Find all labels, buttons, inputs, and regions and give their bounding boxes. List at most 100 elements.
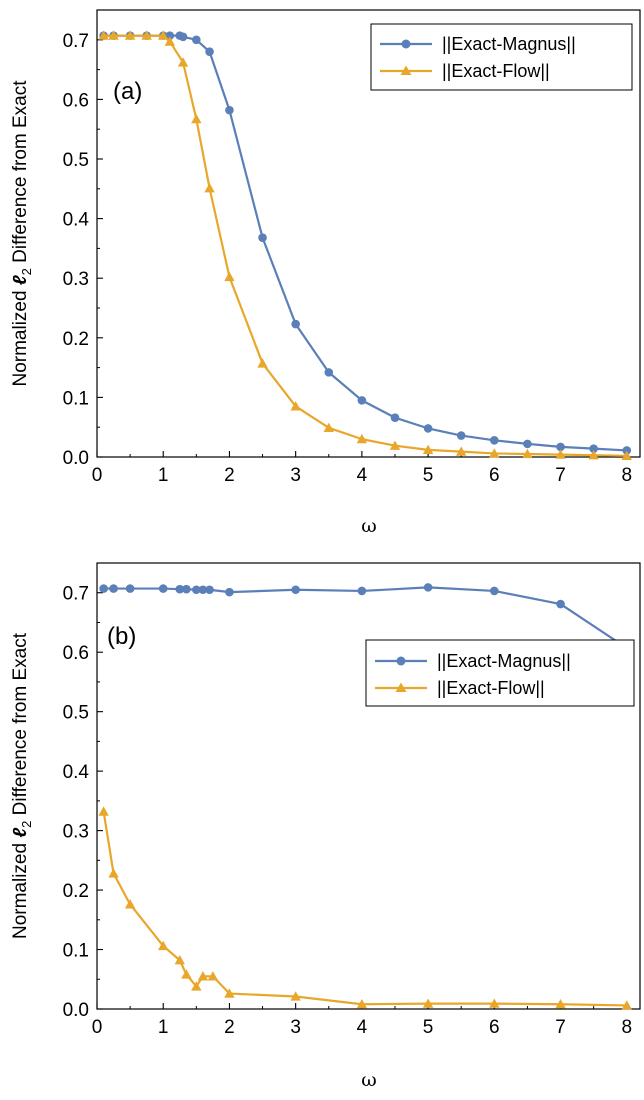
legend-entry-magnus-a: ||Exact-Magnus||	[380, 34, 576, 54]
point-flow-a-13	[356, 433, 368, 444]
legend-marker-flow-a	[400, 65, 412, 75]
legend-box-b	[365, 639, 635, 707]
y-tick-label-a-7: 0.7	[63, 31, 89, 52]
y-tick-label-b-0: 0.0	[63, 1000, 89, 1021]
x-tick-label-b-6: 6	[489, 1017, 500, 1038]
point-magnus-a-7	[178, 32, 188, 42]
point-flow-a-5	[164, 36, 176, 46]
x-tick-label-a-2: 2	[224, 465, 235, 486]
x-tick-label-a-3: 3	[290, 465, 301, 486]
legend-entry-magnus-b: ||Exact-Magnus||	[375, 651, 571, 671]
point-magnus-a-14	[357, 396, 367, 405]
point-flow-a-7	[191, 113, 202, 124]
legend-box-a	[370, 23, 633, 91]
y-tick-label-a-5: 0.5	[63, 150, 89, 171]
point-magnus-a-22	[622, 446, 632, 455]
point-flow-b-6	[191, 981, 202, 991]
point-flow-a-2	[124, 30, 136, 40]
x-tick-label-a-1: 1	[158, 465, 169, 486]
point-magnus-b-14	[556, 599, 565, 609]
point-magnus-b-10	[291, 585, 300, 595]
point-magnus-b-13	[490, 586, 499, 596]
y-axis-title-b: Normalized ℓ2 Difference from Exact	[10, 632, 34, 939]
y-tick-label-b-7: 0.7	[63, 584, 89, 605]
point-flow-b-3	[158, 940, 169, 951]
point-flow-a-1	[108, 30, 119, 40]
y-axis-title-a-part2: Difference from Exact	[10, 80, 31, 268]
legend-entry-flow-a: ||Exact-Flow||	[380, 61, 550, 81]
series-line-magnus-a	[103, 34, 627, 452]
point-magnus-a-16	[423, 424, 433, 433]
point-flow-b-13	[489, 998, 500, 1008]
y-tick-label-a-1: 0.1	[63, 388, 89, 409]
series-line-magnus-b	[103, 586, 628, 649]
x-tick-label-b-7: 7	[555, 1017, 566, 1038]
y-tick-label-a-6: 0.6	[63, 90, 89, 111]
y-axis-title-b-ell: ℓ	[10, 828, 31, 838]
legend-label-magnus-a: ||Exact-Magnus||	[442, 34, 576, 54]
point-magnus-a-17	[456, 431, 466, 440]
point-flow-a-11	[290, 401, 301, 411]
y-axis-title-b-sub: 2	[19, 821, 34, 828]
point-flow-b-15	[621, 1000, 632, 1010]
point-flow-b-11	[356, 999, 368, 1009]
point-magnus-b-3	[158, 584, 168, 593]
x-tick-label-b-2: 2	[224, 1017, 235, 1038]
point-flow-b-2	[124, 899, 136, 909]
point-flow-a-3	[141, 30, 152, 40]
y-axis-title-b-part1: Normalized	[10, 838, 31, 939]
point-magnus-b-12	[423, 583, 433, 592]
legend-label-magnus-b: ||Exact-Magnus||	[437, 651, 571, 671]
point-flow-b-12	[422, 998, 434, 1008]
point-flow-b-4	[174, 955, 185, 965]
point-magnus-b-5	[182, 584, 191, 594]
point-flow-b-10	[290, 991, 301, 1001]
y-tick-label-a-0: 0.0	[63, 448, 89, 469]
point-flow-a-21	[621, 450, 632, 460]
chart-panel-a: 0 1 2 3 4 5 6 7 8 0.0 0.1 0.2 0.3 0.4 0.5 0.6 0.7 (a) ω…	[10, 9, 641, 537]
point-flow-a-17	[489, 448, 500, 458]
point-magnus-b-1	[109, 584, 118, 593]
point-magnus-a-21	[589, 444, 598, 453]
point-flow-a-19	[555, 449, 566, 459]
point-flow-a-8	[204, 183, 215, 193]
point-magnus-a-19	[523, 439, 532, 449]
point-magnus-a-8	[192, 35, 201, 45]
y-tick-label-a-3: 0.3	[63, 269, 89, 290]
point-magnus-a-13	[324, 368, 334, 377]
point-flow-a-12	[323, 422, 334, 432]
x-tick-label-b-3: 3	[290, 1017, 301, 1038]
point-magnus-b-4	[175, 584, 185, 594]
plot-frame-a	[96, 9, 641, 458]
point-flow-b-5	[181, 969, 192, 979]
panel-label-a: (a)	[113, 78, 142, 105]
series-line-flow-b	[102, 811, 627, 1007]
x-tick-label-b-4: 4	[357, 1017, 368, 1038]
point-magnus-a-5	[165, 31, 175, 40]
point-magnus-b-6	[192, 585, 201, 595]
legend-entry-flow-b: ||Exact-Flow||	[375, 678, 545, 698]
x-tick-label-b-8: 8	[621, 1017, 632, 1038]
x-axis-b: 0 1 2 3 4 5 6 7 8	[92, 1003, 632, 1038]
point-flow-a-15	[422, 444, 434, 455]
y-axis-title-a-part1: Normalized	[10, 285, 31, 386]
legend-marker-magnus-a	[401, 39, 411, 49]
point-magnus-b-0	[99, 584, 108, 593]
x-axis-title-b: ω	[361, 1069, 377, 1091]
point-flow-a-4	[158, 30, 169, 40]
point-flow-b-14	[555, 999, 566, 1009]
y-tick-label-a-2: 0.2	[63, 329, 89, 350]
point-flow-a-16	[456, 446, 467, 456]
x-axis-title-a: ω	[361, 515, 377, 537]
point-flow-b-8	[207, 971, 219, 981]
point-magnus-b-7	[198, 585, 208, 595]
panel-label-b: (b)	[107, 623, 136, 650]
y-tick-label-b-2: 0.2	[63, 881, 89, 902]
point-flow-a-10	[257, 358, 268, 368]
point-magnus-a-11	[258, 233, 267, 242]
point-flow-b-0	[98, 806, 109, 816]
point-magnus-a-12	[291, 319, 300, 329]
y-tick-label-b-5: 0.5	[63, 703, 89, 724]
x-tick-label-a-8: 8	[621, 465, 632, 486]
